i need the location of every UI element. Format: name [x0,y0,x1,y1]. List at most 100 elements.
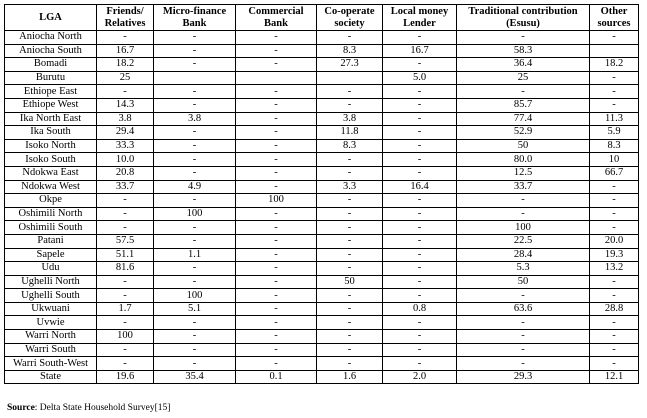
value-cell: - [153,233,236,249]
value-cell: - [456,315,590,331]
value-cell: - [153,274,236,290]
lga-cell: Okpe [4,193,97,208]
value-cell: - [589,84,639,99]
value-cell: 100 [153,206,236,222]
value-cell: - [456,329,590,344]
value-cell: - [316,193,383,208]
value-cell: 3.8 [153,111,236,127]
value-cell: - [153,138,236,154]
value-cell: - [589,342,639,358]
value-cell: - [153,261,236,276]
column-header: Micro-finance Bank [153,4,236,31]
value-cell: - [382,329,457,344]
value-cell: - [316,97,383,113]
value-cell: 81.6 [96,261,154,276]
table-row: Ethiope West 14.3- - - -85.7- [4,97,639,113]
value-cell: 100 [153,288,236,303]
value-cell: 8.3 [316,138,383,154]
value-cell: - [589,30,639,45]
value-cell: - [382,30,457,45]
value-cell: - [589,97,639,113]
value-cell: - [153,193,236,208]
value-cell: 5.0 [382,70,457,86]
value-cell: - [316,342,383,358]
table-row: Ika North East 3.8 3.8-3.8-77.4 11.3 [4,111,639,127]
value-cell: 16.4 [382,179,457,195]
table-row: Aniocha South 16.7- -8.3 16.7 58.3 [4,43,639,59]
value-cell: - [382,111,457,127]
source-text: : Delta State Household Survey[15] [34,403,171,413]
value-cell: - [153,43,236,59]
value-cell: - [235,179,317,195]
lga-cell: Aniocha South [4,43,97,59]
value-cell: - [153,97,236,113]
column-header: Other sources [589,4,639,31]
table-row: Ndokwa West 33.7 4.9-3.3 16.4 33.7- [4,179,639,195]
value-cell: - [316,301,383,317]
value-cell: 5.1 [153,301,236,317]
value-cell: - [96,274,154,290]
value-cell: - [96,220,154,235]
value-cell: - [316,247,383,263]
value-cell: 63.6 [456,301,590,317]
table-row: Okpe - -100- - - - [4,193,639,208]
value-cell: - [235,84,317,99]
value-cell: - [589,193,639,208]
value-cell: - [589,356,639,371]
value-cell: 35.4 [153,369,236,385]
value-cell: - [589,206,639,222]
value-cell: 57.5 [96,233,154,249]
value-cell: - [235,261,317,276]
value-cell [235,70,317,86]
value-cell: 3.8 [96,111,154,127]
table-row: Isoko South 10.0- - - -80.0 10 [4,152,639,167]
value-cell: - [235,342,317,358]
lga-cell: Ughelli North [4,274,97,290]
value-cell: - [235,301,317,317]
lga-cell: Ethiope West [4,97,97,113]
value-cell: 50 [456,274,590,290]
value-cell: - [235,329,317,344]
value-cell: - [153,342,236,358]
table-row: Warri South-West - - - - - - - [4,356,639,371]
value-cell: 3.8 [316,111,383,127]
value-cell: - [589,329,639,344]
value-cell: - [456,193,590,208]
value-cell: - [153,329,236,344]
value-cell: - [382,233,457,249]
value-cell: - [316,84,383,99]
value-cell: - [589,70,639,86]
value-cell: - [235,356,317,371]
value-cell: - [235,165,317,181]
value-cell: - [382,84,457,99]
value-cell: 10.0 [96,152,154,167]
value-cell: 16.7 [96,43,154,59]
value-cell: - [153,84,236,99]
value-cell: - [316,206,383,222]
value-cell: 100 [235,193,317,208]
value-cell: - [456,342,590,358]
table-row: Ughelli North - - -50-50- [4,274,639,290]
lga-cell: Ndokwa East [4,165,97,181]
lga-cell: Isoko North [4,138,97,154]
value-cell: - [382,247,457,263]
value-cell: - [382,356,457,371]
value-cell: - [316,165,383,181]
column-header: Friends/ Relatives [96,4,154,31]
value-cell: - [96,84,154,99]
value-cell: - [316,152,383,167]
value-cell: - [235,247,317,263]
table-row: Ndokwa East 20.8- - - -12.5 66.7 [4,165,639,181]
value-cell: 12.5 [456,165,590,181]
value-cell: - [235,288,317,303]
value-cell: - [96,356,154,371]
value-cell: - [153,165,236,181]
value-cell: 50 [316,274,383,290]
lga-cell: Ika South [4,125,97,140]
value-cell [153,70,236,86]
column-header: Traditional contribution (Esusu) [456,4,590,31]
lga-cell: Warri South-West [4,356,97,371]
value-cell: - [316,356,383,371]
value-cell: 33.3 [96,138,154,154]
value-cell: 58.3 [456,43,590,59]
